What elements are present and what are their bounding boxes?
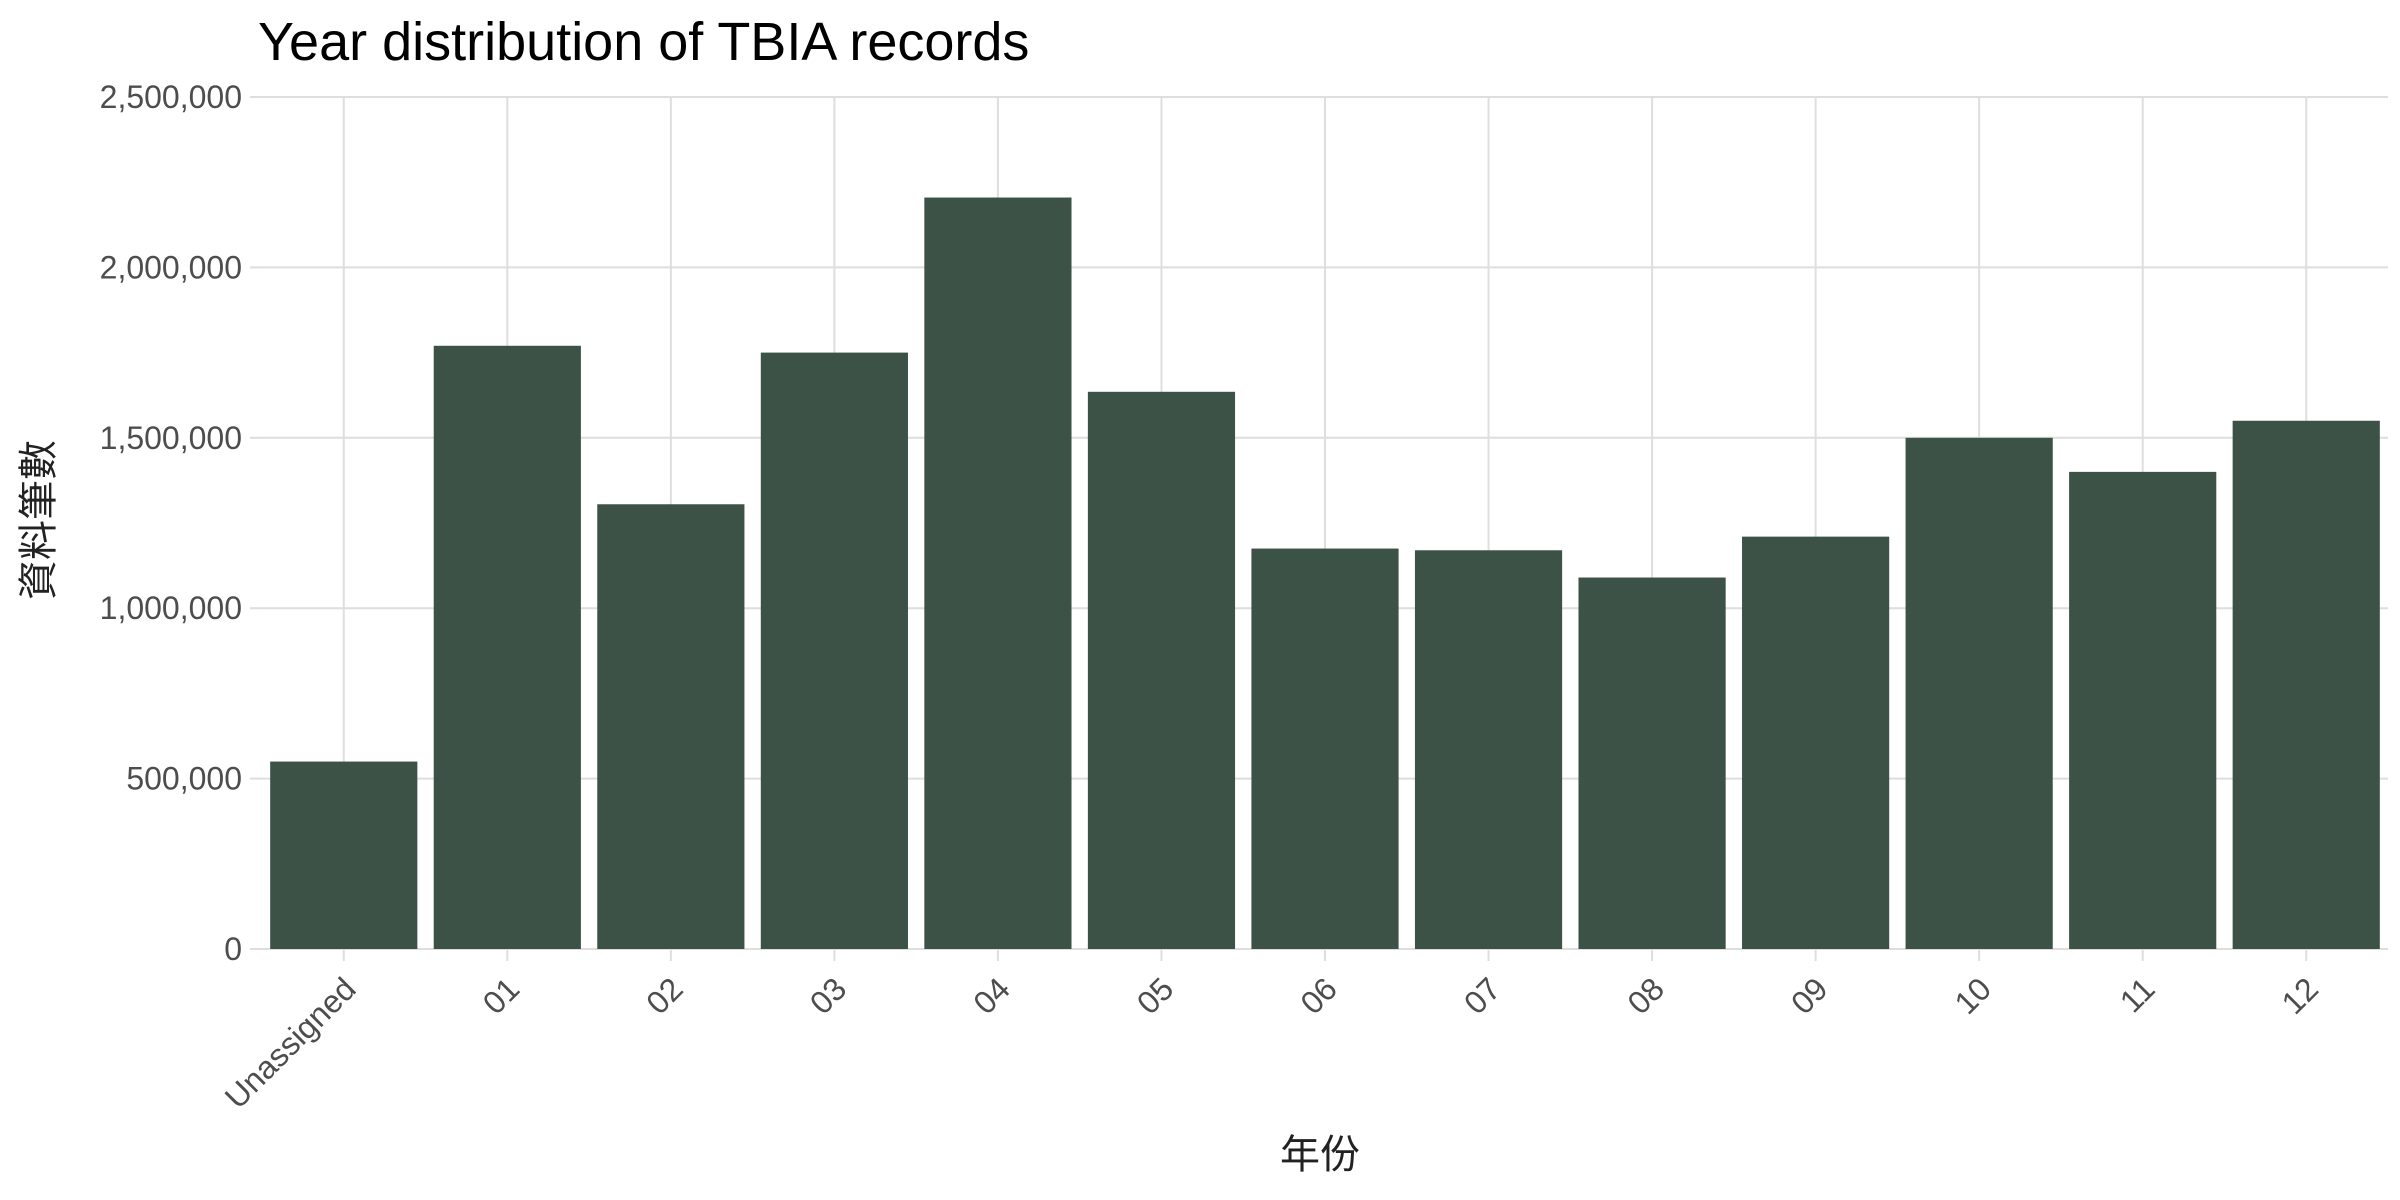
- x-tick-label: 05: [1130, 970, 1181, 1021]
- x-tick-label: 07: [1457, 970, 1508, 1021]
- y-tick-label: 500,000: [126, 761, 242, 797]
- bar-04: [924, 197, 1072, 949]
- bar-09: [1742, 536, 1890, 949]
- x-tick-label: 06: [1293, 970, 1344, 1021]
- x-tick-label: 04: [966, 970, 1017, 1021]
- x-tick-label: 09: [1784, 970, 1835, 1021]
- bar-05: [1087, 391, 1236, 949]
- x-tick-label: 08: [1620, 970, 1671, 1021]
- y-axis-title: 資料筆數: [16, 440, 62, 600]
- bar-07: [1414, 550, 1563, 949]
- bar-01: [433, 345, 581, 949]
- x-tick-label: 10: [1947, 970, 1998, 1021]
- x-axis-title: 年份: [1280, 1132, 1360, 1178]
- bar-12: [2232, 420, 2380, 949]
- chart-title: Year distribution of TBIA records: [258, 12, 1029, 72]
- y-tick-label: 1,000,000: [100, 590, 242, 626]
- y-tick-label: 2,500,000: [100, 79, 242, 115]
- x-tick-label: Unassigned: [218, 970, 363, 1115]
- bar-10: [1905, 437, 2053, 949]
- x-tick-label: 03: [803, 970, 854, 1021]
- bar-06: [1251, 548, 1399, 949]
- x-axis-ticks: Unassigned 01 02 03 04 05 06 07 08 09 10 11 12: [218, 970, 2325, 1115]
- x-tick-label: 02: [639, 970, 690, 1021]
- bar-08: [1578, 577, 1726, 949]
- bar-02: [597, 504, 745, 949]
- bar-03: [760, 352, 908, 950]
- y-tick-label: 0: [224, 931, 242, 967]
- bar-unassigned: [270, 761, 418, 949]
- x-tick-label: 01: [476, 970, 527, 1021]
- x-tick-label: 11: [2113, 970, 2162, 1019]
- y-tick-label: 2,000,000: [100, 249, 242, 285]
- bar-11: [2069, 471, 2217, 949]
- y-axis-ticks: 0 500,000 1,000,000 1,500,000 2,000,000 2,500…: [100, 79, 242, 967]
- x-tick-label: 12: [2275, 970, 2326, 1021]
- y-tick-label: 1,500,000: [100, 420, 242, 456]
- bar-layer: [270, 197, 2380, 950]
